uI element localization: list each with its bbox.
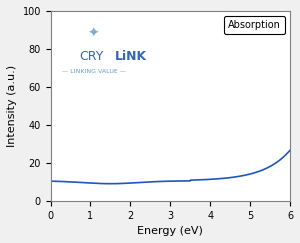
Text: LiNK: LiNK: [115, 50, 147, 63]
Text: — LINKING VALUE —: — LINKING VALUE —: [62, 69, 126, 74]
Legend: Absorption: Absorption: [224, 16, 285, 34]
Text: CRY: CRY: [79, 50, 104, 63]
Text: ✦: ✦: [88, 27, 100, 41]
X-axis label: Energy (eV): Energy (eV): [137, 226, 203, 236]
Y-axis label: Intensity (a.u.): Intensity (a.u.): [7, 65, 17, 147]
